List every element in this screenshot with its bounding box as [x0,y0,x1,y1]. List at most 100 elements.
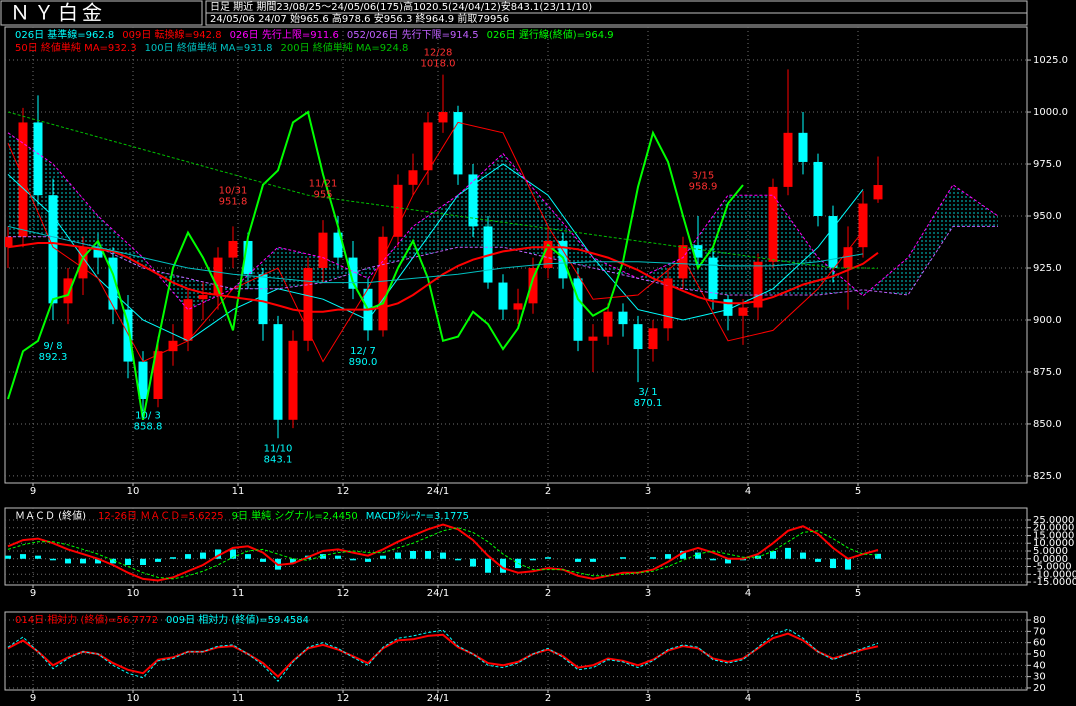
annotation-date: 10/31 [219,185,248,196]
x-tick-label: 12 [337,486,350,497]
histogram-bar [230,549,236,559]
x-tick-label: 11 [232,486,245,497]
candle-body [828,216,838,268]
y-tick-label: 70 [1033,626,1046,637]
plot-area [5,69,999,439]
candle-body [108,257,118,310]
histogram-bar [725,558,731,564]
y-tick-label: 20.0000 [1033,523,1074,534]
candle-body [273,324,283,420]
candle-body [588,336,598,341]
histogram-bar [770,551,776,559]
candle-body [513,303,523,310]
annotation-value: 951.8 [219,196,248,207]
candle-body [393,184,403,237]
histogram-bar [95,558,101,564]
annotation-value: 858.8 [134,422,163,433]
candle-body [303,267,313,341]
candle-body [213,257,223,296]
series-line [7,523,879,582]
histogram-bar [365,558,371,562]
histogram-bar [185,554,191,559]
candle-body [873,185,883,200]
panel-frame [4,507,1028,586]
annotation-date: 11/21 [309,179,338,190]
candle-body [348,257,358,289]
x-tick-label: 3 [645,588,651,599]
x-tick-label: 2 [545,486,551,497]
panel-frame [4,611,1028,691]
annotation-date: 11/10 [264,443,293,454]
y-tick-label: 0.0000 [1033,554,1068,565]
legend-entry: 12-26日 ＭＡＣＤ=5.6225 [98,511,224,522]
x-tick-label: 9 [30,588,36,599]
candle-body [243,240,253,275]
histogram-bar [50,558,56,561]
histogram-bar [245,554,251,559]
histogram-bar [680,551,686,559]
annotation-date: 10/ 3 [135,411,161,422]
x-tick-label: 10 [127,693,140,704]
histogram-bar [65,558,71,564]
x-tick-label: 24/1 [427,588,449,599]
candle-body [543,240,553,268]
y-tick-label: -5.0000 [1033,562,1072,573]
x-tick-label: 3 [645,486,651,497]
y-tick-label: 825.0 [1033,471,1062,482]
y-tick-label: 60 [1033,638,1046,649]
y-tick-label: 25.0000 [1033,515,1074,526]
x-tick-label: 12 [337,588,350,599]
y-tick-label: 1025.0 [1033,55,1068,66]
histogram-bar [215,549,221,559]
histogram-bar [470,558,476,567]
candle-body [198,295,208,300]
y-tick-label: 10.0000 [1033,538,1074,549]
legend-entry: MACDｵｼﾚｰﾀｰ=3.1775 [366,510,469,522]
histogram-bar [815,558,821,562]
x-tick-label: 9 [30,486,36,497]
candle-body [753,261,763,308]
histogram-bar [80,558,86,564]
y-tick-label: 30 [1033,672,1046,683]
histogram-bar [575,558,581,562]
candle-body [663,278,673,329]
x-tick-label: 5 [855,588,861,599]
y-tick-label: 80 [1033,615,1046,626]
annotation-date: 3/15 [692,171,714,182]
x-tick-label: 10 [127,486,140,497]
histogram-bar [410,551,416,559]
series-line [7,110,744,420]
y-tick-label: 875.0 [1033,367,1062,378]
y-tick-label: 950.0 [1033,211,1062,222]
candle-body [603,311,613,337]
candle-body [648,328,658,350]
candle-body [813,161,823,217]
x-tick-label: 4 [745,588,751,599]
legend-entry: 50日 終値単純 MA=932.3 [15,41,137,54]
annotation-value: 870.1 [634,398,663,409]
histogram-bar [590,558,596,562]
histogram-bar [455,558,461,561]
plot-area [5,523,881,582]
annotation-value: 958.9 [689,182,718,193]
chart-title: ＮＹ白金 [10,1,106,25]
x-tick-label: 24/1 [427,486,449,497]
y-tick-label: 900.0 [1033,315,1062,326]
x-tick-label: 2 [545,588,551,599]
candle-body [633,324,643,350]
candle-body [5,236,13,248]
candle-body [498,282,508,310]
legend-entry: 009日 転換線=942.8 [122,28,221,41]
candle-body [33,122,43,196]
candle-body [138,361,148,399]
info-line: 日足 期近 期間23/08/25～24/05/06(175)高1020.5(24… [210,0,592,13]
candle-body [573,278,583,341]
histogram-bar [710,558,716,561]
candle-body [708,257,718,300]
y-tick-label: 50 [1033,649,1046,660]
candle-body [153,351,163,399]
histogram-bar [380,555,386,559]
candle-body [168,340,178,352]
histogram-bar [425,551,431,559]
